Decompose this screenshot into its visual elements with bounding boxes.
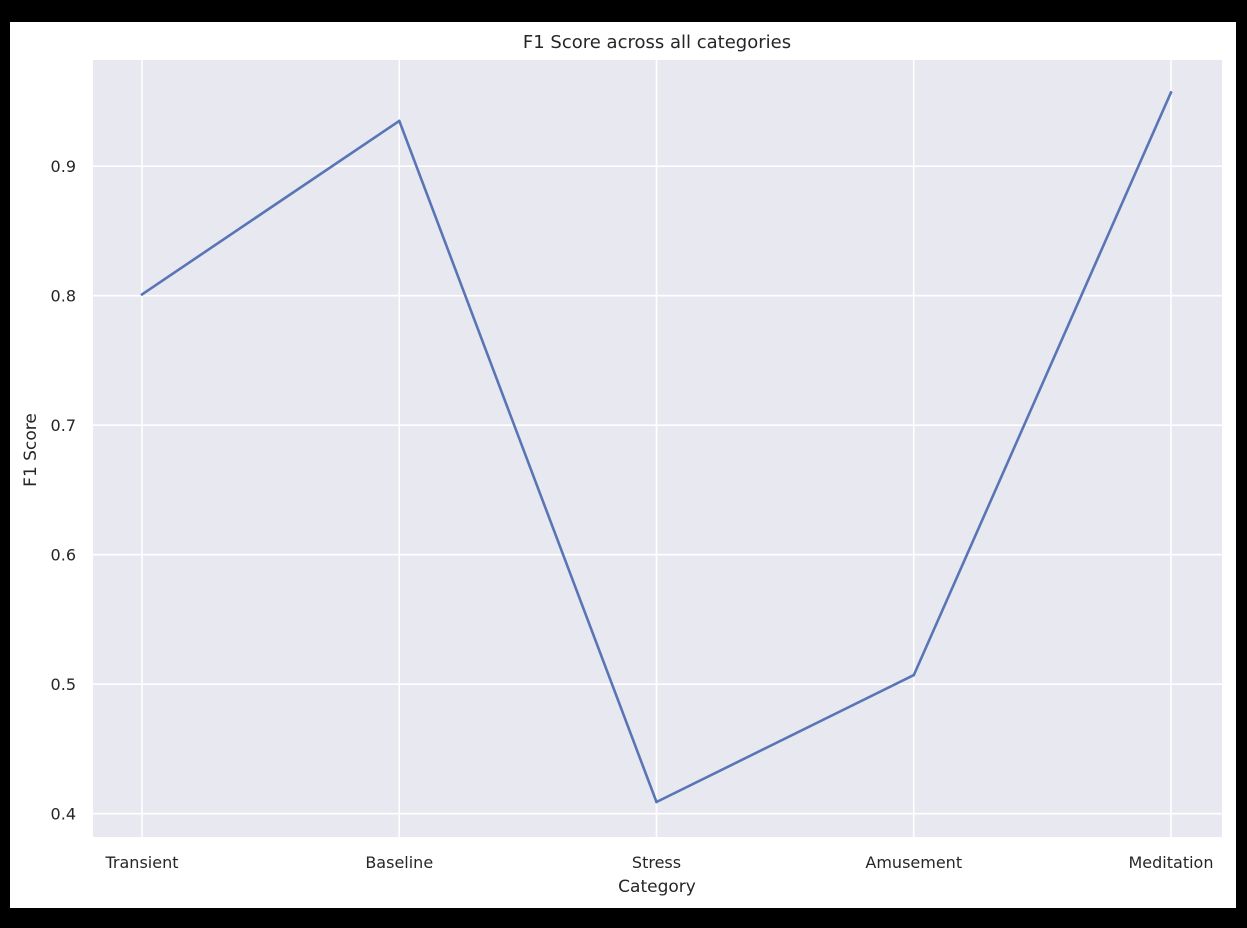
data-point bbox=[655, 800, 658, 804]
x-axis-label: Category bbox=[618, 877, 696, 897]
data-point bbox=[912, 673, 916, 677]
x-tick-label: Amusement bbox=[865, 853, 962, 872]
x-tick-label: Baseline bbox=[365, 853, 433, 872]
data-point bbox=[397, 119, 401, 123]
data-point bbox=[140, 293, 144, 296]
gridlines bbox=[93, 60, 1222, 837]
series-layer bbox=[140, 91, 1173, 804]
y-tick-label: 0.5 bbox=[51, 675, 76, 694]
x-tick-label: Stress bbox=[632, 853, 681, 872]
y-tick-label: 0.7 bbox=[51, 416, 76, 435]
y-axis-label: F1 Score bbox=[21, 413, 41, 487]
x-tick-label: Meditation bbox=[1129, 853, 1214, 872]
y-tick-label: 0.6 bbox=[51, 546, 76, 565]
data-point bbox=[1169, 91, 1173, 94]
plot-area bbox=[93, 60, 1222, 837]
y-tick-label: 0.8 bbox=[51, 287, 76, 306]
x-tick-label: Transient bbox=[105, 853, 179, 872]
y-tick-label: 0.4 bbox=[51, 805, 76, 824]
chart-title: F1 Score across all categories bbox=[523, 32, 791, 53]
y-tick-label: 0.9 bbox=[51, 157, 76, 176]
x-tick-labels: Transient Baseline Stress Amusement Meditati… bbox=[105, 853, 1214, 872]
y-tick-labels: 0.4 0.5 0.6 0.7 0.8 0.9 bbox=[51, 157, 76, 824]
